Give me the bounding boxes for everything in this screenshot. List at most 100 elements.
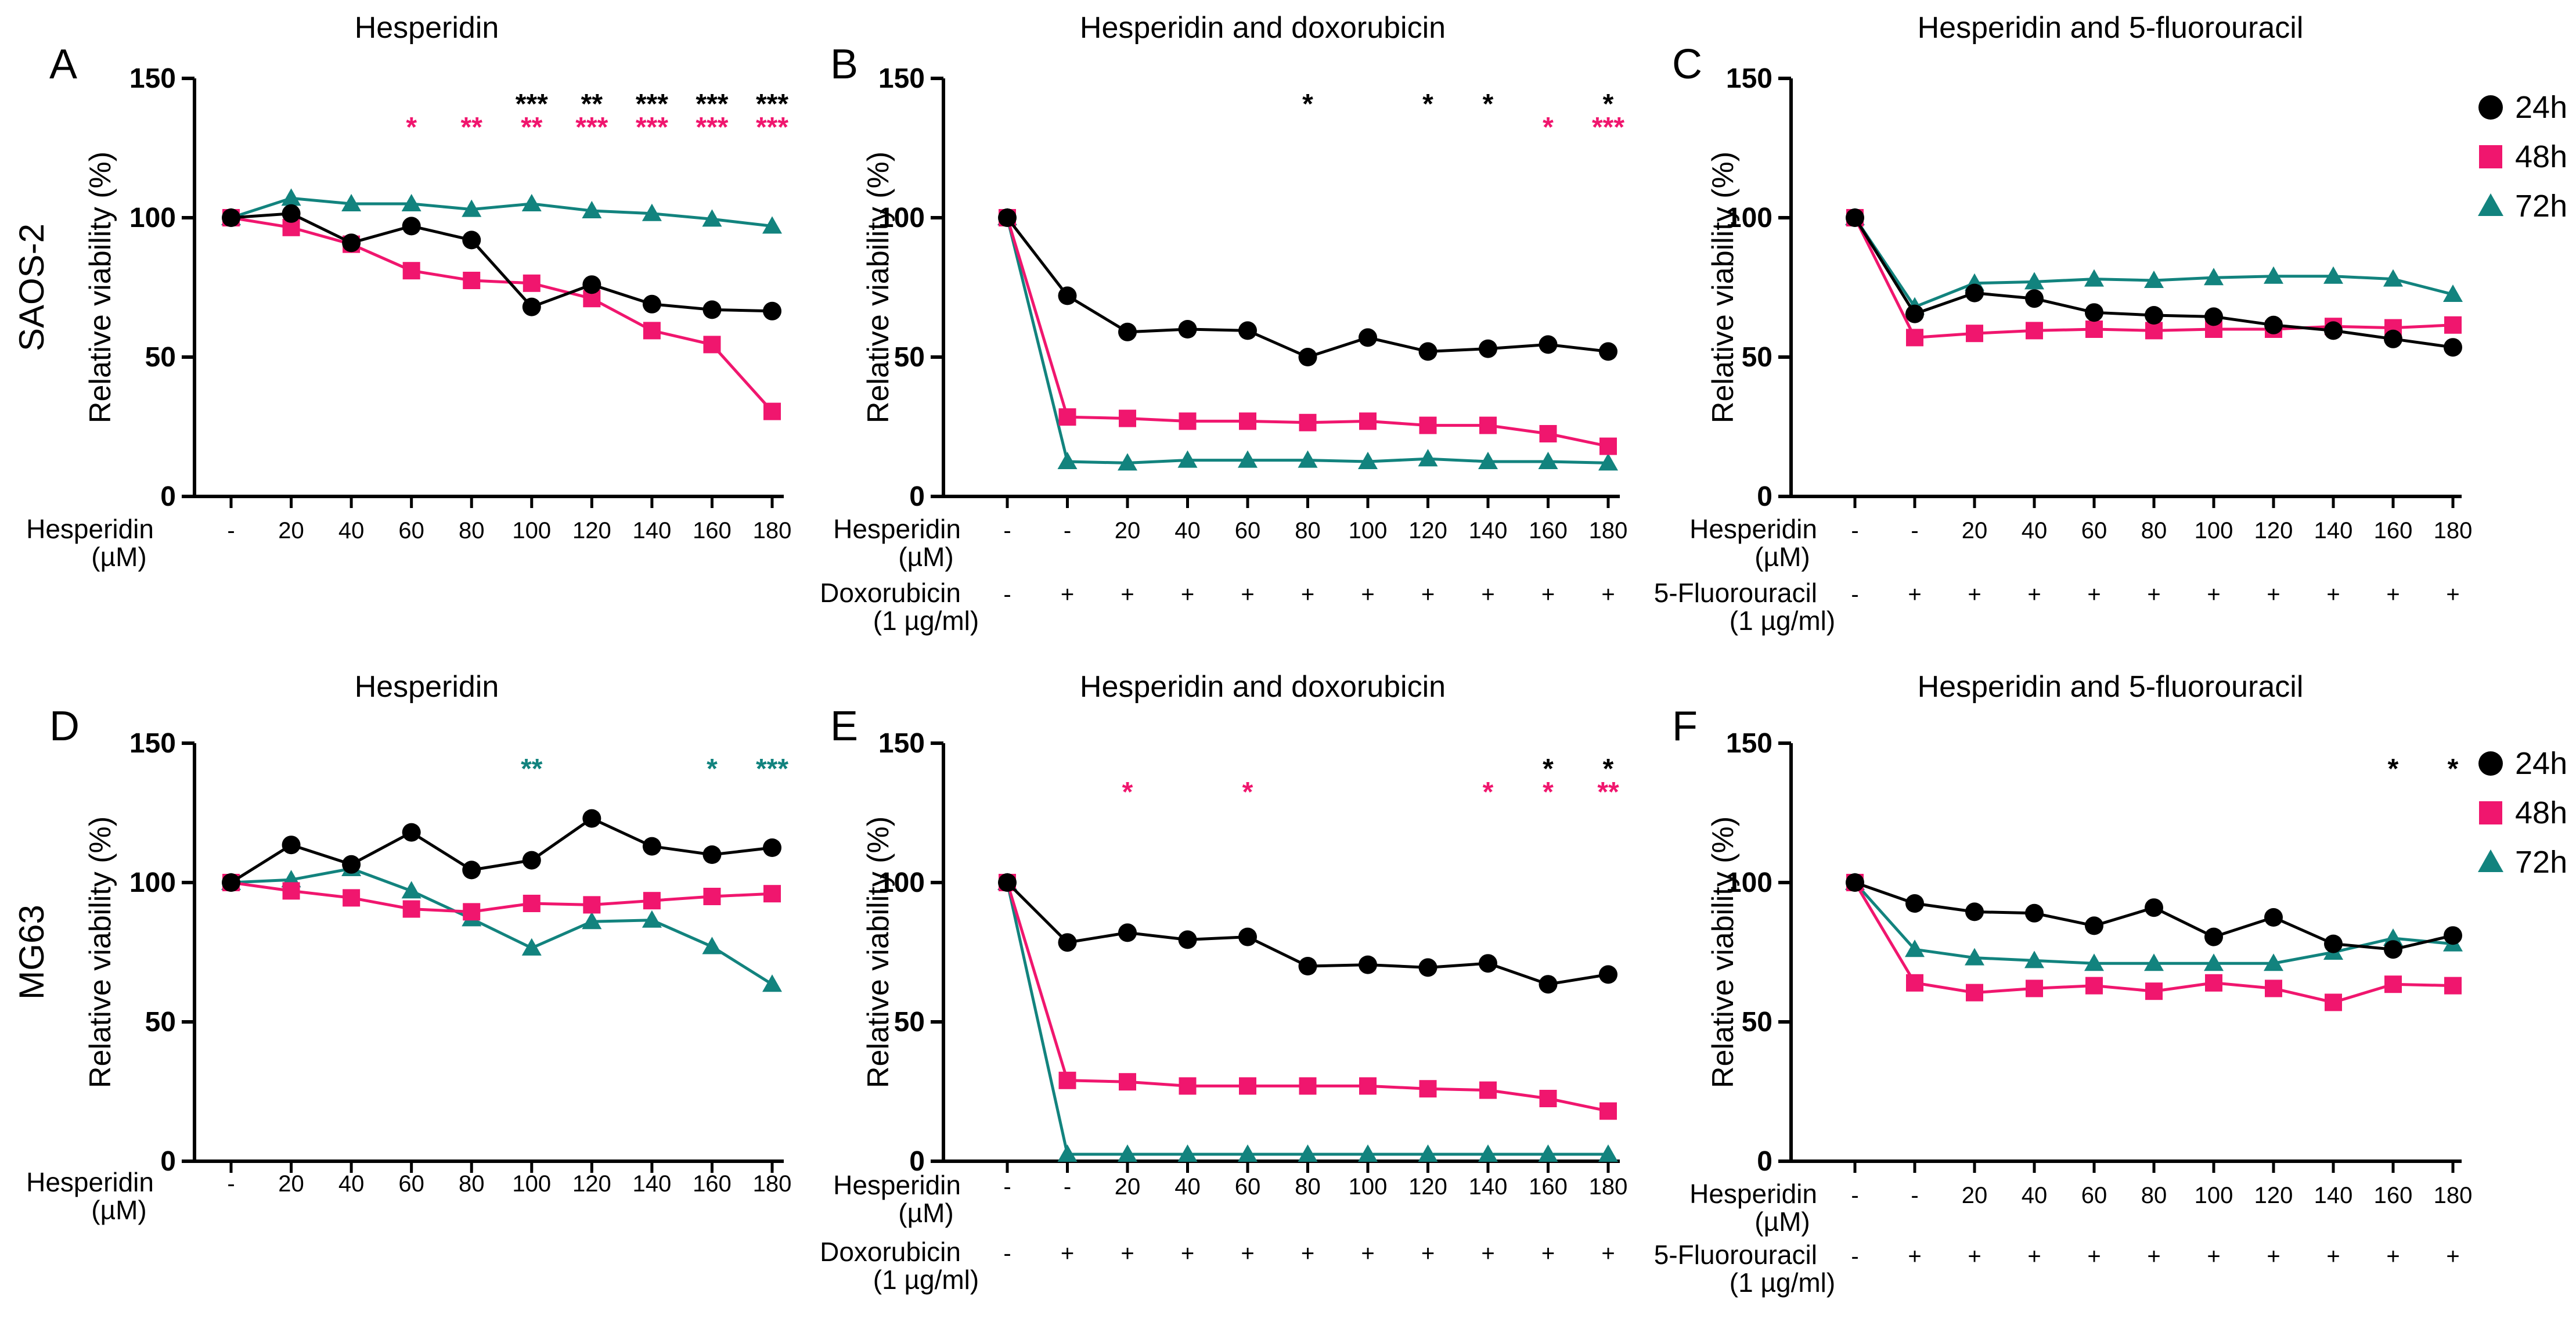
data-point-48h [1179, 1077, 1197, 1095]
panel-letter: D [49, 703, 80, 750]
data-point-72h [521, 938, 542, 956]
row-label: Doxorubicin [820, 1237, 961, 1267]
y-axis-label: Relative viability (%) [84, 152, 117, 423]
x-tick-label: + [1361, 582, 1374, 607]
y-axis-label: Relative viability (%) [862, 152, 895, 423]
y-tick-label: 0 [909, 481, 925, 512]
x-tick-label: 120 [1408, 518, 1447, 543]
data-point-24h [1599, 342, 1617, 361]
x-tick-label: 160 [1529, 1174, 1568, 1200]
data-point-48h [1119, 1073, 1136, 1091]
x-tick-label: + [1601, 1241, 1615, 1266]
data-point-48h [1599, 437, 1617, 455]
data-point-48h [1058, 408, 1076, 426]
panel-title: Hesperidin and doxorubicin [1080, 670, 1446, 704]
row-label: (1 µg/ml) [873, 606, 979, 636]
data-point-72h [762, 974, 782, 992]
significance-mark: * [1603, 754, 1614, 784]
data-point-48h [282, 882, 300, 900]
data-point-24h [462, 860, 481, 880]
data-point-72h [1057, 1144, 1078, 1162]
x-tick-label: + [2386, 1244, 2400, 1269]
data-point-48h [1359, 1077, 1377, 1095]
significance-mark: ** [581, 89, 603, 120]
data-point-24h [522, 297, 541, 316]
y-tick-label: 150 [129, 728, 176, 759]
x-tick-label: 140 [633, 518, 672, 543]
significance-mark: * [1543, 777, 1554, 808]
significance-mark: * [1422, 89, 1433, 120]
panel-letter: F [1672, 703, 1698, 750]
data-point-24h [1965, 902, 1984, 921]
data-point-24h [582, 809, 601, 828]
series-line-48h [1006, 217, 1609, 448]
x-tick-label: - [1851, 582, 1858, 607]
data-point-48h [2444, 977, 2462, 995]
significance-mark: * [1302, 89, 1313, 120]
series-line-72h [230, 196, 773, 228]
data-point-72h [401, 194, 421, 211]
data-point-24h [763, 838, 781, 857]
x-tick-label: + [1061, 1241, 1074, 1266]
row-label: (1 µg/ml) [873, 1265, 979, 1295]
data-point-72h [582, 912, 602, 930]
x-tick-label: + [2027, 582, 2041, 607]
significance-mark: *** [756, 89, 788, 120]
data-point-72h [2383, 269, 2403, 287]
x-tick-label: + [1908, 582, 1921, 607]
data-point-72h [2144, 953, 2164, 971]
data-point-72h [521, 194, 542, 211]
data-point-72h [582, 201, 602, 218]
data-point-24h [2204, 307, 2223, 326]
x-tick-label: + [2446, 1244, 2459, 1269]
x-tick-label: 120 [1408, 1174, 1447, 1200]
x-tick-label: 80 [459, 1171, 485, 1197]
data-point-48h [402, 262, 420, 280]
data-point-48h [463, 272, 481, 289]
y-tick-label: 50 [1742, 342, 1772, 373]
legend-marker-square [2479, 801, 2502, 824]
x-tick-label: - [1003, 582, 1011, 607]
data-point-72h [2024, 272, 2044, 290]
x-tick-label: + [1181, 1241, 1194, 1266]
data-point-48h [1966, 325, 1983, 343]
x-tick-label: 80 [459, 518, 485, 543]
x-tick-label: 100 [512, 518, 551, 543]
x-tick-label: 60 [398, 1171, 424, 1197]
row-label: Hesperidin [26, 514, 154, 544]
panel-title: Hesperidin and 5-fluorouracil [1918, 670, 2304, 704]
significance-mark: * [2448, 754, 2459, 784]
data-point-24h [998, 208, 1017, 227]
data-point-24h [1298, 348, 1317, 366]
y-tick-label: 150 [129, 63, 176, 94]
x-tick-label: 180 [753, 518, 792, 543]
panel-letter: C [1672, 41, 1702, 88]
data-point-48h [1906, 974, 1923, 992]
data-point-72h [1598, 1144, 1618, 1162]
y-tick-label: 50 [894, 1007, 925, 1038]
x-tick-label: 20 [1115, 518, 1141, 543]
x-tick-label: 60 [1235, 1174, 1261, 1200]
y-tick-label: 50 [1742, 1007, 1772, 1038]
y-tick-label: 100 [1726, 867, 1772, 898]
x-tick-label: + [2147, 1244, 2160, 1269]
data-point-24h [1905, 894, 1924, 913]
x-tick-label: - [1003, 518, 1011, 543]
x-tick-label: 20 [1962, 518, 1988, 543]
data-point-24h [2324, 934, 2343, 953]
data-point-24h [582, 275, 601, 294]
y-tick-label: 0 [160, 1146, 176, 1177]
x-tick-label: - [227, 518, 235, 543]
significance-mark: *** [516, 89, 548, 120]
significance-mark: ** [461, 112, 483, 143]
x-tick-label: 40 [338, 518, 365, 543]
x-tick-label: 40 [1174, 518, 1201, 543]
data-point-48h [1179, 412, 1197, 430]
data-point-72h [2204, 268, 2224, 286]
legend-marker-triangle [2478, 849, 2503, 872]
x-tick-label: + [2326, 582, 2340, 607]
data-point-48h [2444, 316, 2462, 334]
x-tick-label: + [2267, 1244, 2280, 1269]
panel-letter: A [49, 41, 77, 88]
